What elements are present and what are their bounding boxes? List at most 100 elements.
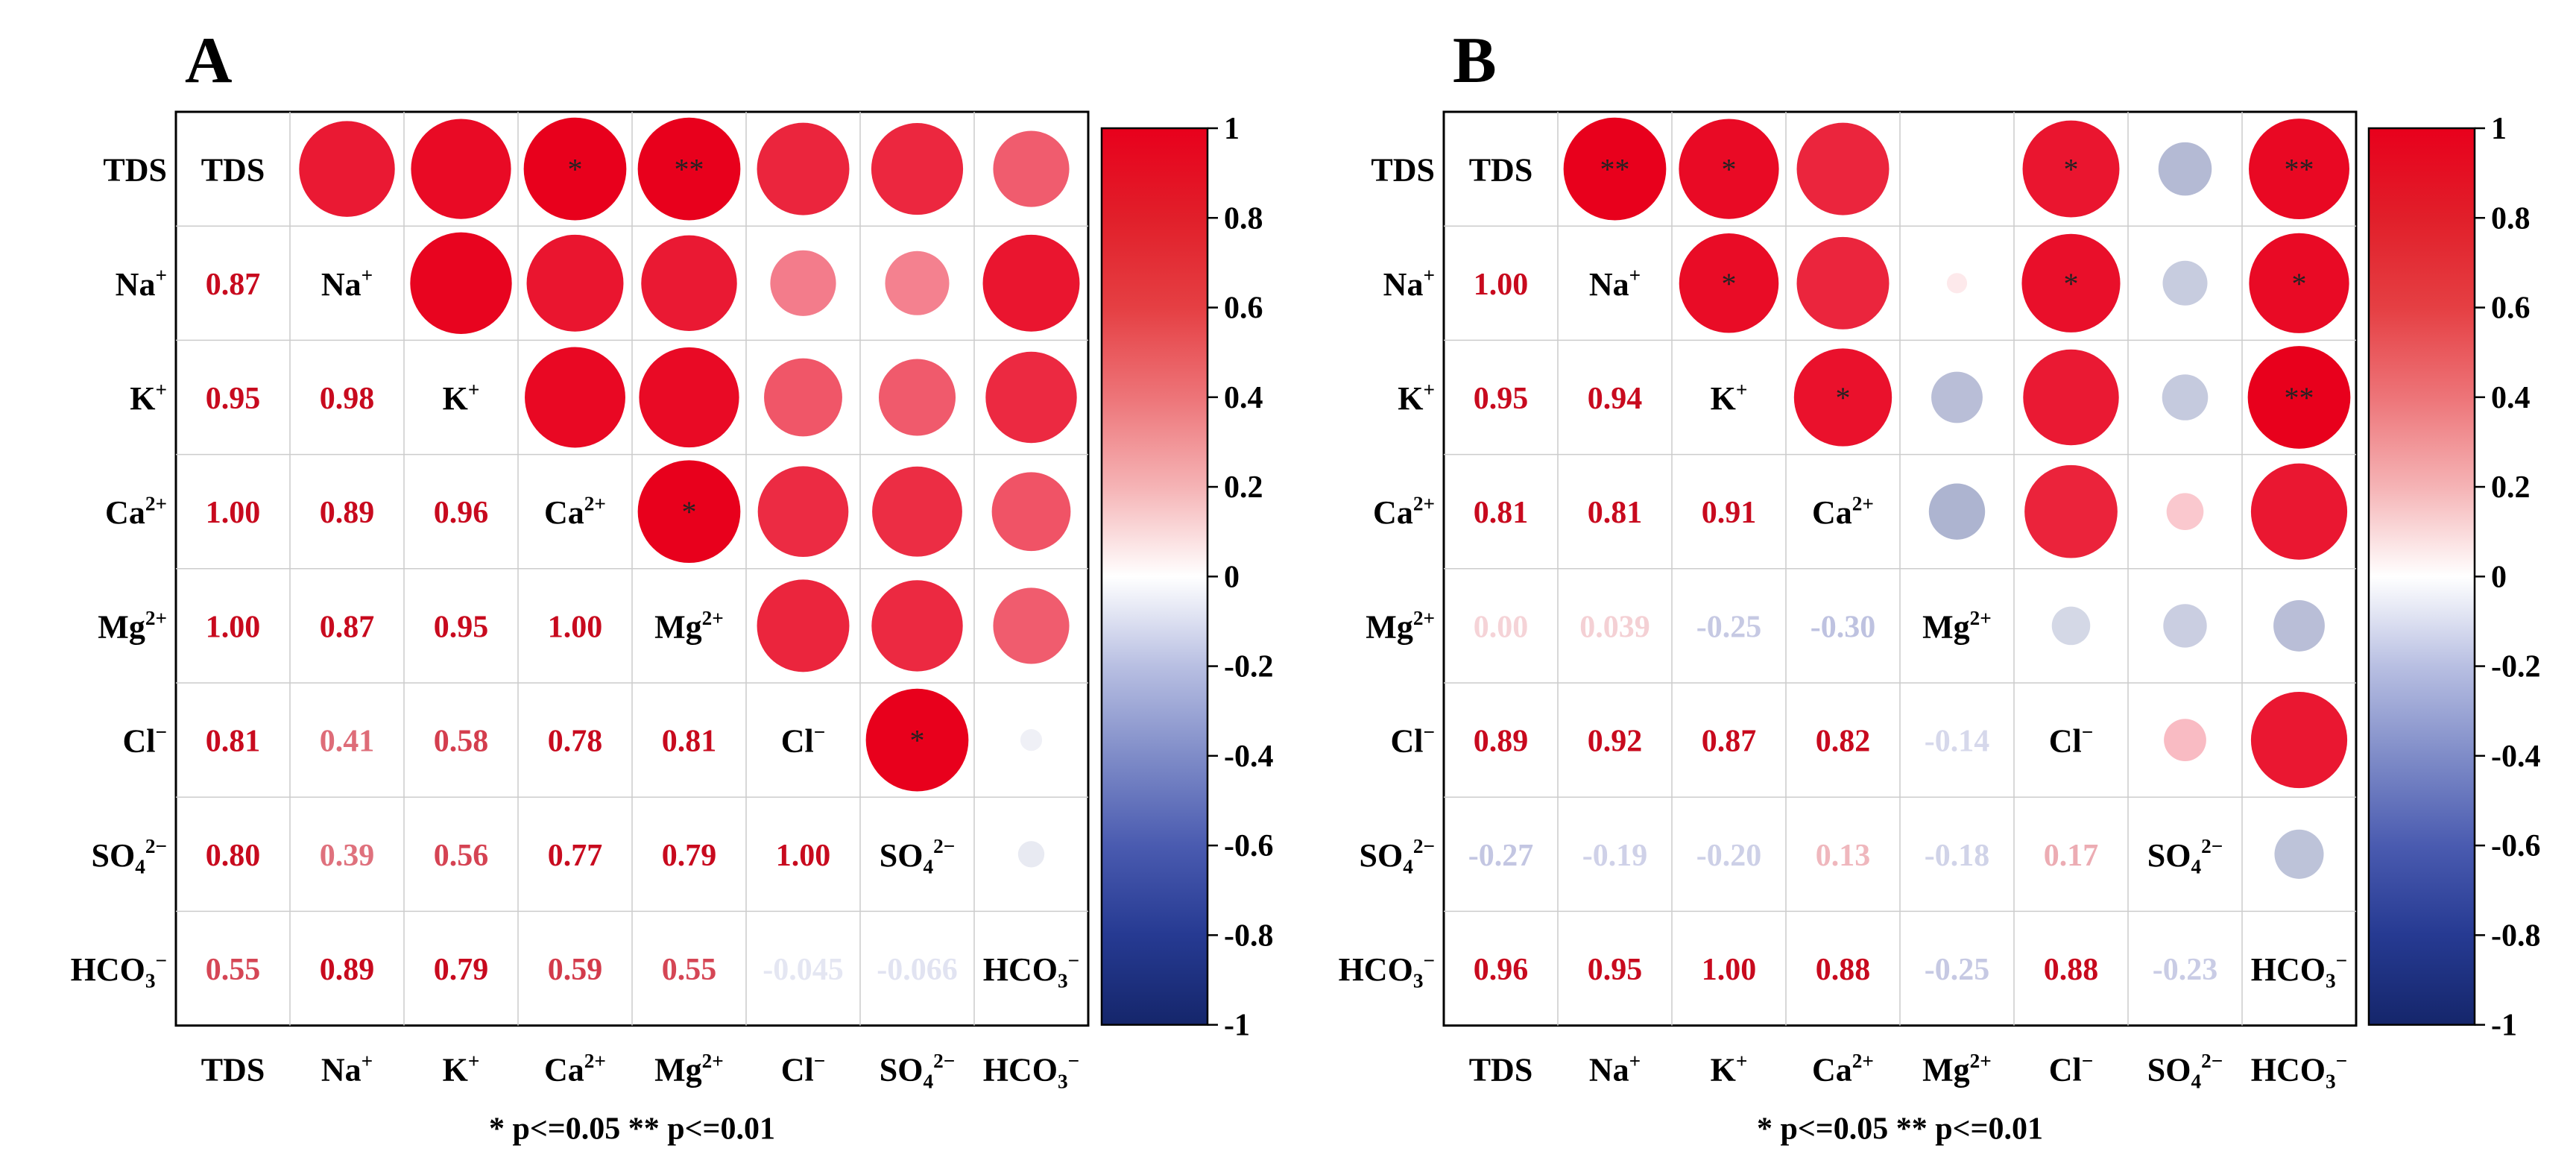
colorbar-tick-label: 0.8 [2491, 201, 2531, 236]
correlation-value: 1.00 [206, 496, 261, 530]
significance-star: * [1836, 381, 1851, 415]
significance-star: * [568, 153, 583, 186]
correlation-value: 0.95 [1588, 953, 1643, 987]
diagonal-label: Ca2+ [1812, 493, 1874, 532]
row-label: HCO3− [71, 949, 167, 992]
correlation-value: 0.58 [434, 725, 489, 759]
column-label: HCO3− [983, 1050, 1079, 1092]
diagonal-label: K+ [1711, 378, 1748, 417]
correlation-circle [2162, 374, 2209, 420]
column-label: TDS [1469, 1052, 1533, 1088]
correlation-circle [2051, 606, 2091, 646]
column-label: K+ [443, 1050, 480, 1088]
correlation-circle [2164, 719, 2206, 761]
correlation-circle [757, 579, 850, 672]
colorbar-tick-label: -0.2 [1224, 650, 1274, 684]
correlation-value: -0.045 [763, 953, 844, 987]
correlation-value: 0.88 [2044, 953, 2099, 987]
significance-note: * p<=0.05 ** p<=0.01 [489, 1112, 775, 1147]
significance-star: * [2064, 153, 2079, 186]
correlation-circle [865, 688, 969, 792]
correlation-circle [2273, 599, 2325, 652]
correlation-circle [526, 234, 624, 332]
row-label: Cl− [1390, 721, 1435, 760]
correlation-value: -0.27 [1468, 839, 1534, 873]
correlation-value: -0.14 [1925, 725, 1990, 759]
correlation-circle [1563, 117, 1667, 221]
diagonal-label: Na+ [321, 264, 373, 303]
colorbar-tick-label: -0.2 [2491, 650, 2541, 684]
row-label: HCO3− [1339, 949, 1435, 992]
significance-star: ** [2285, 381, 2314, 415]
diagonal-label: HCO3− [983, 949, 1079, 992]
column-label: HCO3− [2251, 1050, 2347, 1092]
correlation-circle [2250, 463, 2348, 560]
correlation-value: -0.18 [1925, 839, 1990, 873]
correlation-circle [1793, 348, 1892, 447]
colorbar-tick-label: 1 [2491, 112, 2507, 146]
correlation-circle [523, 117, 627, 221]
correlation-value: 0.95 [1474, 382, 1529, 416]
significance-star: * [682, 495, 697, 529]
correlation-value: 0.55 [662, 953, 717, 987]
column-label: Ca2+ [544, 1050, 606, 1088]
correlation-value: 0.41 [320, 725, 375, 759]
correlation-circle [2023, 349, 2119, 446]
diagonal-label: Mg2+ [1922, 607, 1992, 646]
correlation-value: -0.25 [1925, 953, 1990, 987]
column-label: Cl− [2049, 1050, 2094, 1088]
correlation-circle [770, 250, 836, 316]
correlation-circle [985, 351, 1077, 444]
correlation-circle [1020, 728, 1043, 751]
correlation-value: 0.56 [434, 839, 489, 873]
correlation-value: 0.96 [434, 496, 489, 530]
diagonal-label: Na+ [1589, 264, 1641, 303]
correlation-value: 0.89 [1474, 725, 1529, 759]
colorbar-tick-label: 0.4 [2491, 381, 2531, 415]
correlation-circle [1796, 236, 1890, 330]
correlation-circle [757, 466, 849, 558]
correlation-value: 0.13 [1816, 839, 1871, 873]
correlation-value: 0.95 [206, 382, 261, 416]
correlation-value: -0.30 [1811, 610, 1876, 644]
significance-star: * [2064, 267, 2079, 300]
correlation-value: 0.94 [1588, 382, 1643, 416]
correlation-circle [1017, 841, 1045, 868]
colorbar-tick-label: -0.4 [1224, 740, 1274, 774]
colorbar-tick-label: 0 [2491, 560, 2507, 594]
correlation-value: 0.81 [206, 725, 261, 759]
correlation-circle [2249, 119, 2349, 220]
correlation-circle [764, 358, 842, 437]
colorbar-tick-label: 1 [1224, 112, 1240, 146]
diagonal-label: HCO3− [2251, 949, 2347, 992]
correlation-circle [982, 234, 1080, 332]
colorbar-tick-label: -1 [1224, 1009, 1250, 1043]
correlation-circle [885, 250, 950, 315]
correlation-circle [637, 460, 741, 564]
correlation-circle [1931, 371, 1983, 423]
colorbar [2367, 127, 2476, 1026]
correlation-circle [1679, 119, 1779, 219]
column-label: Mg2+ [654, 1050, 724, 1088]
row-label: SO42− [91, 835, 167, 877]
correlation-value: 1.00 [776, 839, 831, 873]
column-label: Na+ [321, 1050, 373, 1088]
correlation-circle [1679, 233, 1779, 333]
correlation-value: 0.17 [2044, 839, 2099, 873]
correlation-value: 0.95 [434, 610, 489, 644]
correlation-circle [757, 122, 850, 215]
colorbar-tick-label: 0.6 [1224, 292, 1263, 326]
diagonal-label: SO42− [880, 835, 956, 877]
correlation-circle [2163, 604, 2207, 648]
correlation-value: 0.81 [662, 725, 717, 759]
diagonal-label: Mg2+ [654, 607, 724, 646]
correlation-circle [411, 119, 511, 219]
colorbar-tick-label: 0.8 [1224, 201, 1263, 236]
colorbar-tick-label: 0.6 [2491, 292, 2531, 326]
correlation-circle [641, 235, 737, 332]
row-label: TDS [103, 152, 167, 189]
row-label: K+ [130, 378, 167, 417]
correlation-value: 0.92 [1588, 725, 1643, 759]
correlation-circle [637, 117, 741, 221]
